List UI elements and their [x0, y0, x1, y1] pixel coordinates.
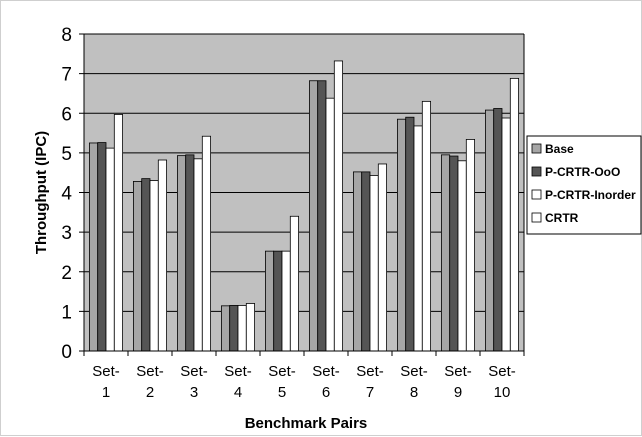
bar-crtr-7	[421, 100, 431, 352]
x-tick-label-line1: Set-	[268, 363, 296, 380]
bar-p-crtr-ooo-6	[361, 171, 371, 352]
y-tick-labels: 0 1 2 3 4 5 6 7 8	[61, 25, 72, 363]
y-tick-label: 4	[61, 184, 72, 205]
bar-base-1	[132, 181, 143, 352]
bar-base-6	[352, 171, 363, 352]
bar-p-crtr-inorder-8	[457, 160, 467, 352]
bar-crtr-4	[289, 215, 299, 352]
bar-p-crtr-ooo-0	[97, 142, 107, 352]
bar-p-crtr-ooo-5	[317, 80, 327, 352]
bar-p-crtr-inorder-0	[105, 147, 115, 352]
legend-box	[526, 135, 642, 235]
bar-crtr-3	[245, 303, 256, 352]
y-tick-label: 7	[61, 65, 72, 86]
y-tick-label: 1	[61, 302, 72, 323]
bar-base-0	[89, 142, 99, 352]
y-tick-label: 3	[61, 223, 72, 244]
bar-p-crtr-inorder-3	[237, 305, 247, 352]
y-tick-label: 2	[61, 263, 72, 284]
bar-crtr-9	[509, 77, 519, 352]
bar-crtr-1	[157, 159, 168, 352]
bar-p-crtr-inorder-9	[501, 117, 511, 352]
bar-p-crtr-inorder-7	[413, 125, 423, 352]
x-tick-label-line1: Set-	[136, 363, 164, 380]
y-tick-label: 8	[61, 25, 72, 46]
bar-base-9	[484, 109, 495, 352]
x-tick-label-line2: 8	[410, 384, 418, 401]
x-tick-label-line1: Set-	[224, 363, 252, 380]
bar-crtr-5	[333, 60, 343, 352]
bars	[89, 60, 519, 352]
x-tick-label-line2: 3	[190, 384, 198, 401]
bar-p-crtr-ooo-4	[273, 250, 283, 352]
legend-swatch	[531, 189, 542, 200]
bar-crtr-6	[377, 163, 387, 352]
legend-swatch	[531, 143, 542, 154]
x-tick-labels: Set- 1 Set- 2 Set- 3 Set- 4 Set- 5 Set- 6 Set- 7 Set- 8…	[92, 363, 516, 401]
bar-p-crtr-ooo-2	[185, 154, 195, 352]
bar-p-crtr-inorder-1	[149, 180, 159, 352]
y-tick-label: 6	[61, 104, 72, 125]
bar-crtr-2	[201, 135, 212, 352]
x-tick-label-line2: 10	[494, 384, 511, 401]
bar-crtr-8	[465, 139, 475, 352]
x-tick-label-line2: 1	[102, 384, 110, 401]
legend-label: Base	[545, 142, 574, 156]
x-tick-label-line1: Set-	[312, 363, 340, 380]
x-tick-label-line1: Set-	[180, 363, 208, 380]
x-tick-label-line1: Set-	[488, 363, 516, 380]
legend-label: P-CRTR-Inorder	[545, 188, 636, 202]
bar-base-7	[396, 118, 407, 352]
x-tick-label-line2: 5	[278, 384, 286, 401]
bar-crtr-0	[113, 114, 124, 352]
legend-swatch	[531, 166, 542, 177]
bar-base-4	[264, 250, 275, 352]
bar-base-3	[220, 305, 231, 352]
bar-base-2	[176, 155, 187, 352]
y-tick-label: 5	[61, 144, 72, 165]
bar-p-crtr-ooo-7	[405, 116, 415, 352]
bar-p-crtr-ooo-9	[493, 108, 503, 352]
x-tick-label-line1: Set-	[444, 363, 472, 380]
x-tick-label-line1: Set-	[92, 363, 120, 380]
x-tick-label-line2: 6	[322, 384, 330, 401]
legend-label: CRTR	[545, 211, 579, 225]
x-axis-title: Benchmark Pairs	[245, 415, 368, 432]
x-tick-label-line1: Set-	[356, 363, 384, 380]
bar-p-crtr-inorder-4	[281, 250, 291, 352]
bar-base-8	[440, 154, 451, 352]
y-axis-title: Throughput (IPC)	[33, 131, 50, 254]
legend-label: P-CRTR-OoO	[545, 165, 620, 179]
x-tick-label-line2: 4	[234, 384, 242, 401]
bar-p-crtr-inorder-6	[369, 175, 379, 352]
x-tick-label-line2: 2	[146, 384, 154, 401]
axes	[83, 33, 525, 356]
bar-p-crtr-ooo-1	[141, 178, 151, 352]
bar-p-crtr-inorder-2	[193, 158, 203, 352]
bar-base-5	[308, 80, 319, 352]
x-tick-label-line2: 9	[454, 384, 462, 401]
bar-p-crtr-inorder-5	[325, 97, 335, 352]
legend: Base P-CRTR-OoO P-CRTR-Inorder CRTR	[526, 135, 642, 235]
y-tick-label: 0	[61, 342, 72, 363]
x-tick-label-line1: Set-	[400, 363, 428, 380]
bar-p-crtr-ooo-8	[449, 155, 459, 352]
bar-p-crtr-ooo-3	[229, 305, 239, 352]
x-tick-label-line2: 7	[366, 384, 374, 401]
legend-swatch	[531, 212, 542, 223]
